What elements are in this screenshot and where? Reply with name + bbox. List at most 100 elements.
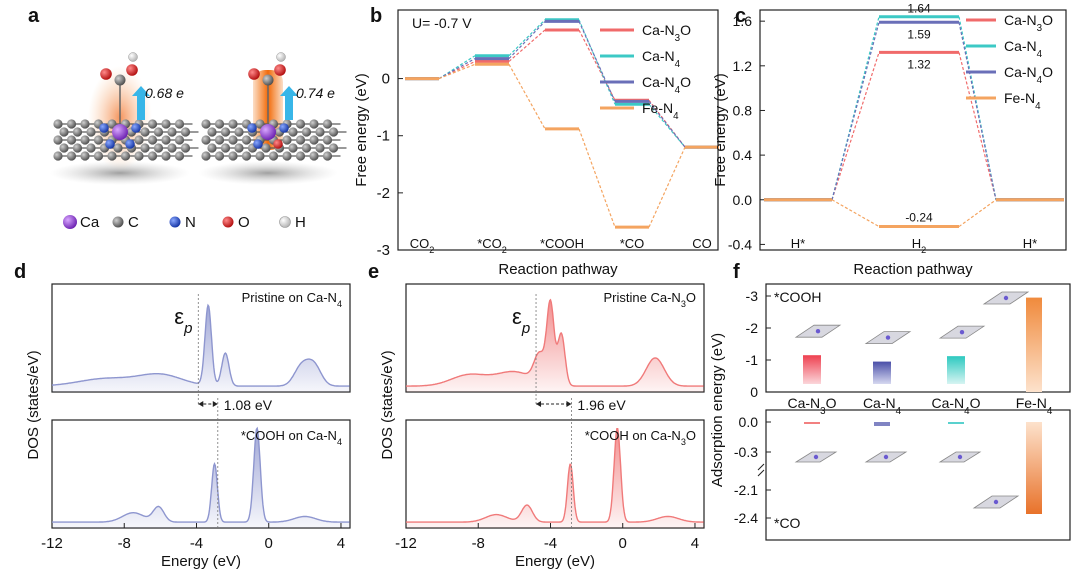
carbon-atom <box>134 135 144 145</box>
carbon-atom <box>53 151 63 161</box>
x-tick-label: -12 <box>41 535 63 552</box>
carbon-atom <box>201 151 211 161</box>
y-tick-label: 0.8 <box>733 102 753 118</box>
x-axis-label: Energy (eV) <box>515 553 595 570</box>
co-adsorption-bar <box>804 422 820 424</box>
free-energy-co2rr-chart: 0 -1 -2 -3 Free energy (eV) Reaction pathway U… <box>353 9 719 278</box>
transition-line <box>578 29 616 101</box>
x-tick-label: H* <box>791 236 805 251</box>
dos-pristine-curve <box>406 298 704 387</box>
carbon-atom <box>322 119 333 129</box>
legend-label: Ca-N4O <box>642 74 691 96</box>
panel-c: c 1.6 1.2 0.8 0.4 0.0 -0.4 Free energy (eV) Rea… <box>712 2 1067 278</box>
panel-label-d: d <box>14 261 26 283</box>
y-tick-label: 0 <box>382 71 390 88</box>
carbon-atom <box>315 127 325 137</box>
y-axis-label: DOS (states/eV) <box>379 350 396 459</box>
panel-d: d εp 1.08 eV Pristine on Ca-N4 *COOH on Ca-… <box>14 261 351 570</box>
x-tick-label: 4 <box>691 535 699 552</box>
carbon-atom <box>207 127 217 137</box>
carbon-atom <box>161 151 171 161</box>
hydrogen-atom <box>128 52 138 62</box>
carbon-atom <box>86 127 96 137</box>
metal-site-dot <box>993 499 999 505</box>
carbon-atom <box>107 151 117 161</box>
calcium-atom <box>260 124 276 140</box>
dos-cooh-fill <box>406 428 704 528</box>
dos-cooh-curve <box>406 428 704 523</box>
carbon-atom <box>161 119 171 129</box>
top-panel-label: Pristine on Ca-N4 <box>242 290 342 309</box>
y-tick-label: -2.4 <box>734 510 758 526</box>
carbon-atom <box>322 151 333 161</box>
carbon-atom <box>93 135 104 145</box>
y-axis-label: DOS (states/eV) <box>25 350 42 459</box>
sheet-shadow <box>198 161 338 185</box>
cooh-adsorption-bar <box>873 361 891 384</box>
x-tick-label: *CO2 <box>477 236 507 255</box>
carbon-atom <box>295 151 306 161</box>
y-tick-label: 1.6 <box>733 13 753 29</box>
legend-label: Ca-N4O <box>1004 64 1053 86</box>
carbon-atom <box>147 119 158 129</box>
x-tick-label: -12 <box>395 535 417 552</box>
carbon-atom <box>282 151 292 161</box>
legend-atom-n <box>169 216 181 228</box>
carbon-atom <box>174 151 185 161</box>
potential-annotation: U= -0.7 V <box>412 15 472 31</box>
x-tick-label: 0 <box>265 535 273 552</box>
y-axis-label: Free energy (eV) <box>353 73 370 186</box>
carbon-atom <box>228 151 238 161</box>
carbon-atom <box>295 119 306 129</box>
co-panel-label: *CO <box>774 515 801 531</box>
carbon-atom <box>309 151 319 161</box>
dos-cooh-curve <box>52 426 350 523</box>
p-band-shift-label: 1.96 eV <box>577 397 626 413</box>
y-tick-label: -0.3 <box>734 444 758 460</box>
shift-arrowhead <box>536 401 542 407</box>
shift-arrowhead <box>212 401 218 407</box>
panel-a: a 0.68 e 0.74 e Ca C N O H <box>28 5 347 231</box>
carbon-atom <box>147 151 158 161</box>
carbon-atom <box>301 143 312 153</box>
carbon-atom <box>328 127 339 137</box>
carbon-atom <box>174 119 185 129</box>
charge-transfer-right: 0.74 e <box>296 85 335 101</box>
legend-label-o: O <box>238 214 250 231</box>
carbon-atom <box>262 74 274 86</box>
carbon-atom <box>80 135 90 145</box>
legend-label: Fe-N4 <box>642 100 679 122</box>
co-adsorption-bar <box>1026 422 1042 514</box>
y-tick-label: 0 <box>750 384 758 400</box>
bottom-panel-label: *COOH on Ca-N3O <box>585 428 696 447</box>
ca-n4-cooh-structure <box>50 52 199 185</box>
oxygen-atom <box>274 64 286 76</box>
carbon-atom <box>120 151 131 161</box>
calcium-atom <box>112 124 128 140</box>
legend-label: Ca-N3O <box>642 22 691 44</box>
carbon-atom <box>220 127 231 137</box>
plot-frame <box>397 9 719 251</box>
x-tick-label: *CO <box>620 236 645 251</box>
legend-atom-o <box>222 216 234 228</box>
carbon-atom <box>180 143 191 153</box>
panel-e: e εp 1.96 eV Pristine Ca-N3O *COOH on Ca-N3… <box>368 261 705 570</box>
transition-line <box>508 29 546 62</box>
x-tick-label: H2 <box>912 236 926 255</box>
value-label: 1.32 <box>907 57 931 71</box>
carbon-atom <box>59 143 69 153</box>
carbon-atom <box>180 127 191 137</box>
ca-n4o-cooh-structure <box>198 52 347 185</box>
y-tick-label: -3 <box>746 288 759 304</box>
nitrogen-atom <box>247 123 257 133</box>
carbon-atom <box>53 119 63 129</box>
free-energy-her-chart: 1.6 1.2 0.8 0.4 0.0 -0.4 Free energy (eV) React… <box>712 2 1067 278</box>
carbon-atom <box>255 119 265 129</box>
x-tick-label: -8 <box>118 535 131 552</box>
x-tick-label: 4 <box>337 535 345 552</box>
carbon-atom <box>107 119 117 129</box>
x-category-label: Ca-N4 <box>863 395 902 417</box>
nitrogen-atom <box>125 139 135 149</box>
value-label: -0.24 <box>905 211 933 225</box>
